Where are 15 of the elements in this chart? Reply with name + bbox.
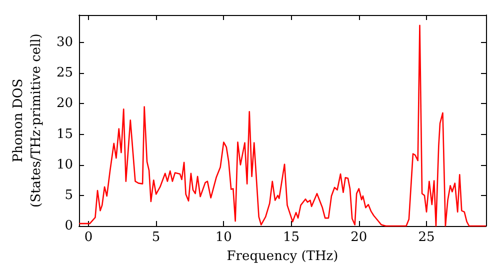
x-tick-label: 5: [152, 230, 160, 245]
x-tick-label: 20: [350, 230, 368, 245]
x-tick-label: 15: [283, 230, 300, 245]
y-tick-label: 0: [64, 218, 73, 234]
x-tick-label: 10: [215, 230, 232, 245]
y-tick-label: 25: [56, 66, 73, 81]
x-tick-label: 25: [418, 230, 435, 245]
y-tick-label: 10: [56, 157, 73, 172]
y-tick-label: 20: [56, 96, 73, 112]
x-tick-label: 0: [84, 230, 93, 245]
x-axis-title: Frequency (THz): [226, 249, 338, 264]
y-axis-title: Phonon DOS (States/THz·primitive cell): [11, 33, 44, 208]
y-tick-label: 15: [56, 126, 73, 142]
y-tick-label: 30: [56, 35, 73, 50]
y-tick-label: 5: [64, 188, 73, 203]
